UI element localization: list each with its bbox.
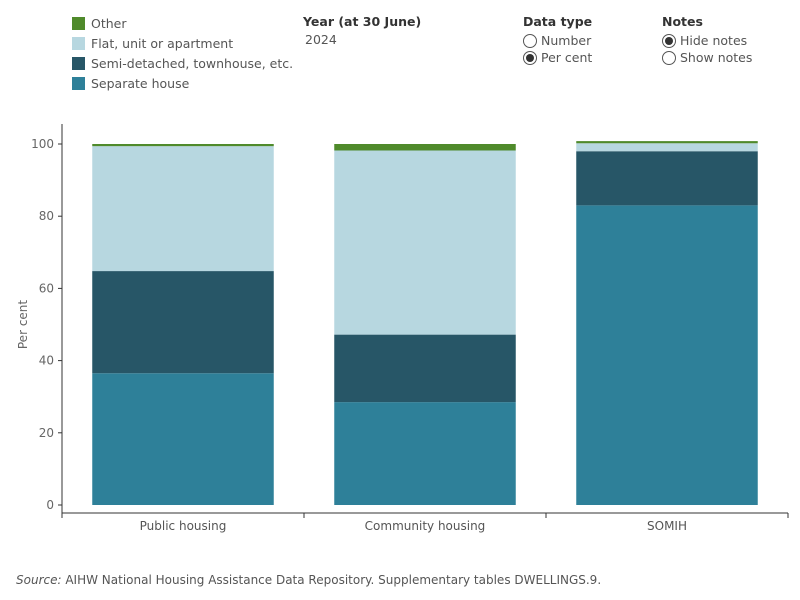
radio-checked-icon[interactable]	[523, 50, 537, 65]
notes-option-show[interactable]: Show notes	[662, 49, 752, 66]
legend-swatch	[72, 76, 85, 90]
radio-icon[interactable]	[523, 33, 537, 48]
notes-title: Notes	[662, 14, 703, 29]
legend-swatch	[72, 36, 85, 50]
legend-item-separate-house[interactable]: Separate house	[72, 73, 293, 93]
radio-label: Show notes	[680, 50, 753, 65]
radio-checked-icon[interactable]	[662, 33, 676, 48]
year-filter: Year (at 30 June) 2024	[303, 14, 421, 47]
legend-label: Flat, unit or apartment	[91, 35, 234, 51]
y-tick-label: 80	[39, 209, 54, 223]
source-text: AIHW National Housing Assistance Data Re…	[61, 573, 602, 587]
bar-segment	[334, 150, 516, 335]
legend-swatch	[72, 16, 85, 30]
y-axis-label: Per cent	[16, 300, 30, 350]
notes-filter: Notes Hide notes Show notes	[662, 14, 752, 66]
source-prefix: Source:	[16, 573, 62, 587]
legend-item-other[interactable]: Other	[72, 13, 293, 33]
radio-label: Number	[541, 33, 592, 48]
bar-segment	[576, 151, 758, 206]
legend-label: Other	[91, 15, 127, 31]
x-tick-label: SOMIH	[647, 519, 687, 533]
radio-label: Per cent	[541, 50, 593, 65]
legend-item-flat[interactable]: Flat, unit or apartment	[72, 33, 293, 53]
bar-segment	[92, 144, 274, 147]
bar-segment	[334, 334, 516, 403]
bar-segment	[576, 143, 758, 152]
year-filter-value[interactable]: 2024	[305, 32, 337, 47]
y-tick-label: 60	[39, 281, 54, 295]
bar-segment	[334, 402, 516, 505]
legend-label: Semi-detached, townhouse, etc.	[91, 55, 294, 71]
radio-label: Hide notes	[680, 33, 748, 48]
bar-segment	[576, 141, 758, 144]
data-type-option-number[interactable]: Number	[523, 32, 592, 49]
y-tick-label: 40	[39, 354, 54, 368]
x-tick-label: Community housing	[365, 519, 486, 533]
bar-segment	[334, 144, 516, 151]
source-note: Source: AIHW National Housing Assistance…	[16, 573, 601, 587]
legend-item-semi-detached[interactable]: Semi-detached, townhouse, etc.	[72, 53, 293, 73]
bar-segment	[92, 373, 274, 505]
data-type-title: Data type	[523, 14, 593, 29]
y-tick-label: 20	[39, 426, 54, 440]
notes-option-hide[interactable]: Hide notes	[662, 32, 752, 49]
data-type-option-per-cent[interactable]: Per cent	[523, 49, 592, 66]
legend-swatch	[72, 56, 85, 70]
y-tick-label: 0	[46, 498, 54, 512]
radio-icon[interactable]	[662, 50, 676, 65]
bar-segment	[576, 205, 758, 505]
legend-label: Separate house	[91, 75, 190, 91]
bar-segment	[92, 146, 274, 272]
x-tick-label: Public housing	[140, 519, 227, 533]
legend: Other Flat, unit or apartment Semi-detac…	[72, 13, 293, 93]
stacked-bar-chart: 0 20 40 60 80 100 Per cent Public housing Commun…	[16, 124, 789, 533]
data-type-filter: Data type Number Per cent	[523, 14, 592, 66]
y-tick-label: 100	[31, 137, 54, 151]
year-filter-title: Year (at 30 June)	[303, 14, 422, 29]
bar-segment	[92, 271, 274, 374]
